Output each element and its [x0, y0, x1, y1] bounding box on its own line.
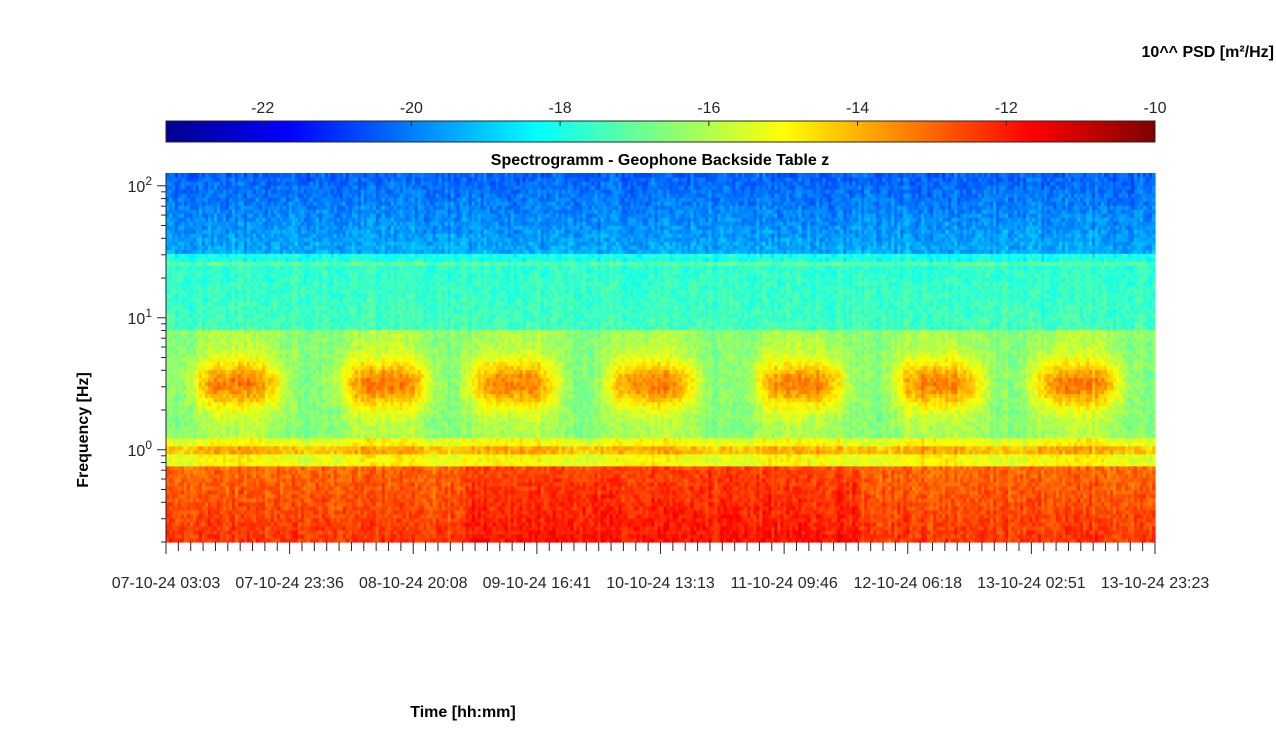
colorbar-tick-label: -14 [846, 100, 869, 117]
x-tick-label: 09-10-24 16:41 [483, 575, 592, 592]
colorbar-tick-label: -18 [549, 100, 572, 117]
x-tick-label: 07-10-24 23:36 [235, 575, 344, 592]
y-tick-label: 100 [128, 438, 153, 460]
y-tick-exp: 1 [145, 306, 152, 320]
x-tick-label: 08-10-24 20:08 [359, 575, 468, 592]
x-tick-label: 10-10-24 13:13 [606, 575, 715, 592]
x-axis-label: Time [hh:mm] [410, 704, 515, 721]
x-tick-label: 07-10-24 03:03 [112, 575, 221, 592]
colorbar-tick-label: -10 [1143, 100, 1166, 117]
x-tick-label: 11-10-24 09:46 [730, 575, 837, 592]
x-tick-label: 13-10-24 23:23 [1101, 575, 1210, 592]
spectrogram-image [166, 173, 1156, 543]
y-tick-base: 10 [128, 443, 146, 460]
y-tick-exp: 2 [145, 174, 152, 188]
y-tick-label: 101 [128, 306, 153, 328]
y-tick-label: 102 [128, 174, 153, 196]
x-tick-label: 13-10-24 02:51 [977, 575, 1086, 592]
colorbar-tick-label: -16 [697, 100, 720, 117]
colorbar-tick-label: -20 [400, 100, 423, 117]
y-tick-base: 10 [128, 179, 146, 196]
colorbar-tick-label: -12 [995, 100, 1018, 117]
x-tick-label: 12-10-24 06:18 [853, 575, 962, 592]
x-axis: 07-10-24 03:03 07-10-24 23:36 08-10-24 20:… [112, 542, 1210, 592]
colorbar-label: 10^^ PSD [m²/Hz] [1142, 44, 1274, 61]
y-tick-exp: 0 [145, 438, 152, 452]
colorbar-tick-label: -22 [251, 100, 274, 117]
chart-title: Spectrogramm - Geophone Backside Table z [491, 152, 829, 169]
y-axis-label: Frequency [Hz] [75, 372, 92, 488]
y-tick-base: 10 [128, 311, 146, 328]
